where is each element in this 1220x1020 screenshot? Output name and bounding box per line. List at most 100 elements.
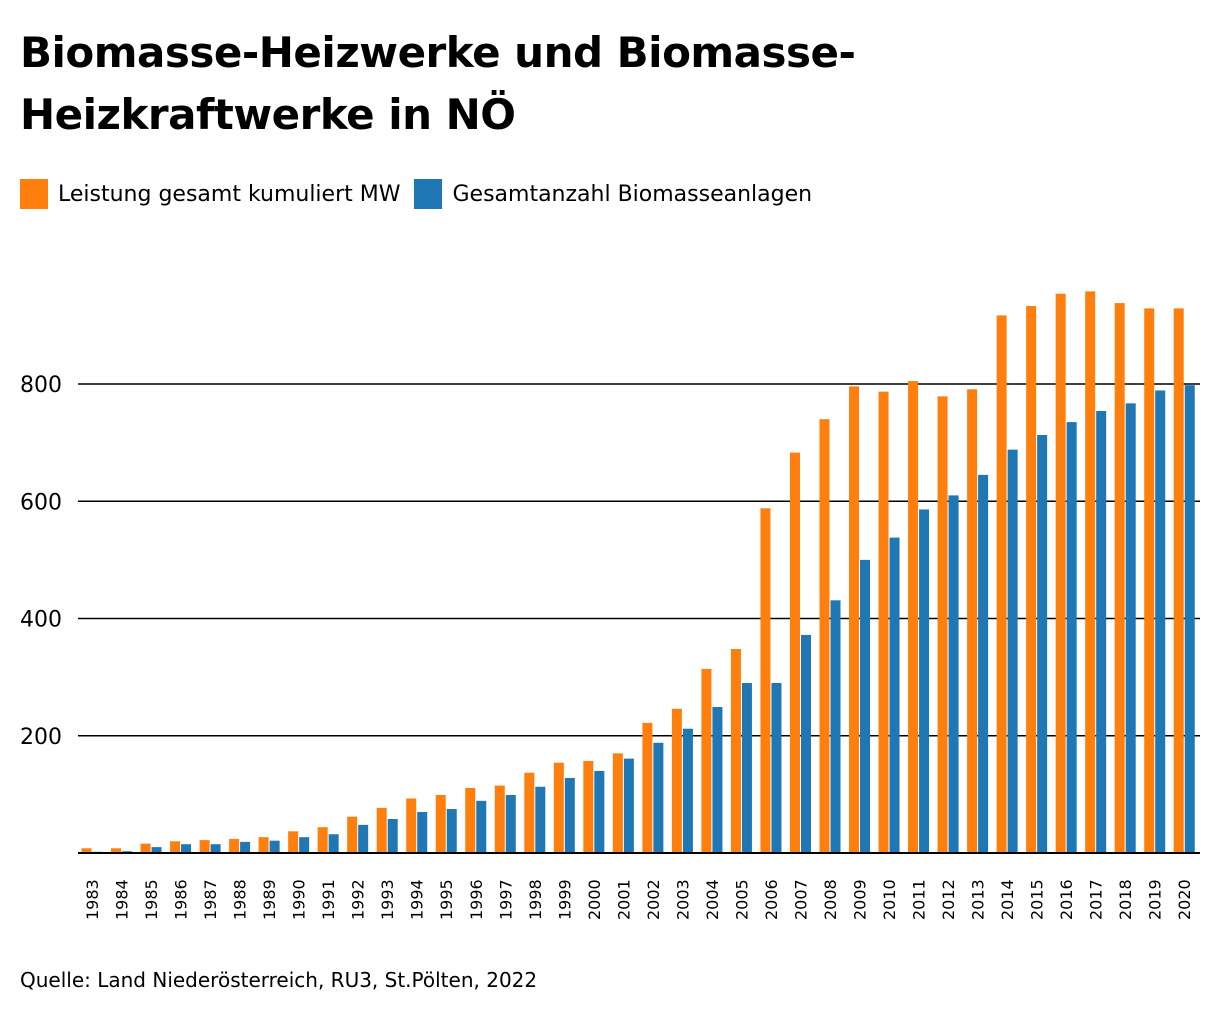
y-tick-label: 600: [20, 490, 62, 515]
x-tick-label: 2018: [1116, 879, 1135, 920]
x-tick-label: 2006: [762, 879, 781, 920]
bar-leistung-1998: [524, 772, 535, 853]
bar-leistung-2010: [878, 391, 889, 853]
bar-anzahl-2016: [1066, 422, 1077, 853]
x-tick-label: 1993: [378, 879, 397, 920]
bar-leistung-2008: [819, 419, 830, 853]
bar-leistung-1996: [465, 787, 476, 853]
x-tick-label: 2005: [732, 879, 751, 920]
bar-anzahl-2007: [800, 634, 811, 853]
bar-leistung-1987: [199, 840, 210, 853]
x-tick-label: 2019: [1146, 879, 1165, 920]
bar-anzahl-2011: [919, 509, 930, 853]
x-tick-label: 2003: [673, 879, 692, 920]
x-tick-label: 1984: [113, 879, 132, 920]
bar-leistung-2004: [701, 668, 712, 853]
bar-leistung-1994: [406, 798, 417, 853]
x-tick-label: 2015: [1028, 879, 1047, 920]
bar-anzahl-2014: [1007, 449, 1018, 853]
bar-leistung-2020: [1173, 308, 1184, 853]
x-tick-label: 1998: [526, 879, 545, 920]
x-tick-label: 2001: [614, 879, 633, 920]
bar-leistung-2007: [789, 452, 800, 853]
bar-leistung-1989: [258, 837, 269, 853]
bar-anzahl-2019: [1155, 390, 1166, 853]
x-tick-label: 2017: [1087, 879, 1106, 920]
bar-anzahl-2020: [1184, 385, 1195, 853]
x-tick-label: 2020: [1175, 879, 1194, 920]
bar-anzahl-1991: [328, 834, 339, 853]
x-tick-label: 2009: [851, 879, 870, 920]
bar-anzahl-2009: [860, 559, 871, 853]
legend-label-leistung: Leistung gesamt kumuliert MW: [58, 181, 401, 207]
bar-leistung-2012: [937, 396, 948, 853]
x-tick-label: 2010: [880, 879, 899, 920]
bar-anzahl-1992: [358, 824, 369, 853]
bar-anzahl-2010: [889, 537, 900, 853]
bar-leistung-2013: [967, 389, 978, 853]
bar-anzahl-2004: [712, 707, 723, 853]
bar-anzahl-1988: [240, 841, 251, 853]
bar-leistung-2006: [760, 508, 771, 853]
legend-swatch-blue: [414, 179, 443, 209]
bar-leistung-1986: [170, 841, 181, 853]
x-tick-label: 1997: [496, 879, 515, 920]
legend-label-anzahl: Gesamtanzahl Biomasseanlagen: [452, 181, 813, 207]
bar-leistung-1991: [317, 827, 328, 853]
x-tick-label: 1991: [319, 879, 338, 920]
bar-anzahl-2008: [830, 600, 841, 853]
bar-anzahl-2001: [623, 758, 634, 853]
x-tick-label: 1985: [142, 879, 161, 920]
x-tick-label: 2008: [821, 879, 840, 920]
bar-leistung-1984: [111, 848, 122, 853]
x-tick-label: 1992: [349, 879, 368, 920]
bar-anzahl-1989: [269, 840, 280, 853]
bar-anzahl-2005: [741, 682, 752, 853]
bar-leistung-1993: [376, 807, 387, 853]
bar-leistung-2002: [642, 722, 653, 853]
x-tick-label: 1999: [555, 879, 574, 920]
bar-leistung-2019: [1144, 308, 1155, 853]
bar-leistung-2001: [612, 753, 623, 853]
y-tick-label: 400: [20, 608, 62, 633]
bar-anzahl-2017: [1096, 410, 1107, 853]
x-tick-label: 1995: [437, 879, 456, 920]
bar-leistung-2016: [1055, 293, 1066, 853]
bar-leistung-1997: [494, 785, 505, 853]
x-tick-label: 2007: [791, 879, 810, 920]
bar-leistung-1985: [140, 843, 151, 853]
bar-anzahl-1994: [417, 811, 428, 853]
legend: Leistung gesamt kumuliert MW Gesamtanzah…: [20, 178, 826, 210]
x-tick-label: 2011: [910, 879, 929, 920]
x-tick-label: 1996: [467, 879, 486, 920]
bar-chart: 200 400 600 800 1983 1984 1985 1986 1987 1988 1989…: [20, 291, 1200, 920]
bar-anzahl-2002: [653, 742, 664, 853]
bar-anzahl-1986: [181, 844, 192, 853]
x-tick-label: 2016: [1057, 879, 1076, 920]
x-tick-label: 2014: [998, 879, 1017, 920]
bar-leistung-1990: [288, 831, 299, 853]
bar-leistung-2005: [730, 648, 741, 853]
bar-leistung-2000: [583, 760, 594, 853]
legend-item-anzahl: Gesamtanzahl Biomasseanlagen: [414, 179, 812, 209]
x-tick-label: 2004: [703, 879, 722, 920]
legend-item-leistung: Leistung gesamt kumuliert MW: [20, 179, 400, 209]
x-tick-label: 1994: [408, 879, 427, 920]
x-tick-label: 2012: [939, 879, 958, 920]
bar-anzahl-1990: [299, 837, 310, 853]
y-tick-label: 800: [20, 373, 62, 398]
y-tick-label: 200: [20, 725, 62, 750]
bar-leistung-1992: [347, 816, 358, 853]
bar-anzahl-1987: [210, 844, 221, 853]
bar-anzahl-1998: [535, 786, 546, 853]
bar-anzahl-2015: [1037, 435, 1048, 853]
bar-anzahl-2018: [1125, 403, 1136, 853]
bar-leistung-2014: [996, 315, 1007, 853]
x-tick-label: 1987: [201, 879, 220, 920]
bar-leistung-2003: [671, 708, 682, 853]
x-tick-label: 1983: [83, 879, 102, 920]
chart-title: Biomasse-Heizwerke und Biomasse-Heizkraf…: [20, 28, 856, 139]
bar-leistung-1999: [553, 762, 564, 853]
bar-anzahl-1985: [151, 847, 162, 853]
bar-leistung-2015: [1026, 306, 1037, 853]
